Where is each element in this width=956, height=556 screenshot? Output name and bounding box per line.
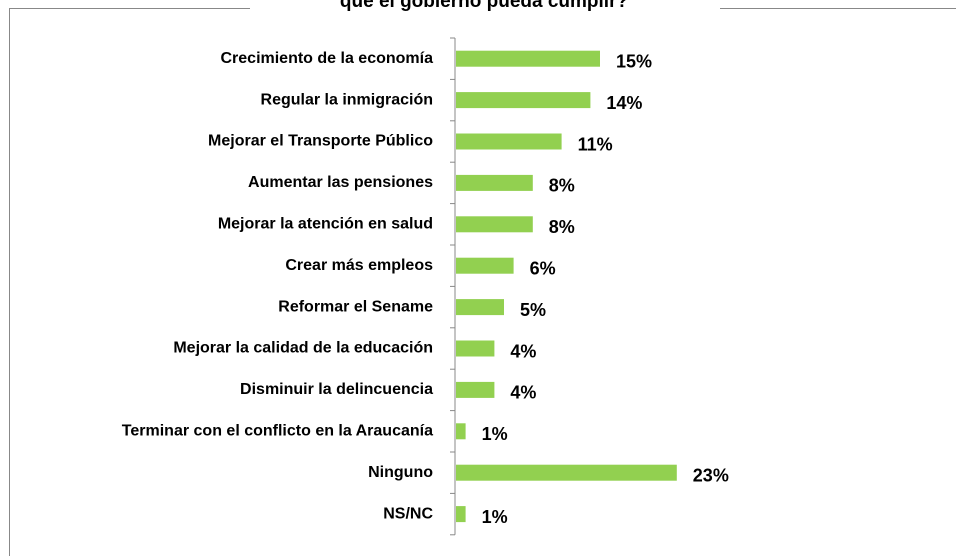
bar (456, 299, 504, 316)
bar (456, 257, 514, 274)
category-label: Terminar con el conflicto en la Araucaní… (122, 423, 433, 440)
category-label: Crear más empleos (285, 257, 433, 274)
bar (456, 133, 562, 150)
category-label: Mejorar la atención en salud (218, 216, 433, 233)
value-label: 23% (693, 465, 729, 485)
title-background (250, 0, 720, 14)
value-label: 11% (578, 134, 613, 154)
bar (456, 506, 466, 523)
value-label: 6% (530, 258, 556, 278)
value-label: 14% (606, 93, 642, 113)
value-label: 4% (510, 383, 536, 403)
bar (456, 464, 677, 481)
bar (456, 340, 495, 357)
bar (456, 92, 591, 109)
category-label: Ninguno (368, 464, 433, 481)
category-label: NS/NC (383, 505, 433, 522)
bar (456, 174, 533, 191)
value-label: 1% (482, 424, 508, 444)
category-label: Crecimiento de la economía (220, 50, 433, 67)
value-label: 8% (549, 217, 575, 237)
value-label: 15% (616, 51, 652, 71)
value-label: 8% (549, 176, 575, 196)
bar (456, 423, 466, 440)
value-label: 4% (510, 341, 536, 361)
category-label: Mejorar la calidad de la educación (173, 340, 433, 357)
chart-title: que el gobierno pueda cumplir? (340, 0, 628, 12)
bar (456, 381, 495, 398)
value-label: 5% (520, 300, 546, 320)
category-label: Aumentar las pensiones (248, 174, 433, 191)
category-label: Reformar el Sename (278, 298, 433, 315)
category-label: Regular la inmigración (261, 91, 433, 108)
value-label: 1% (482, 507, 508, 527)
category-label: Disminuir la delincuencia (240, 381, 433, 398)
bar (456, 216, 533, 233)
category-label: Mejorar el Transporte Público (208, 133, 433, 150)
bar (456, 50, 600, 67)
